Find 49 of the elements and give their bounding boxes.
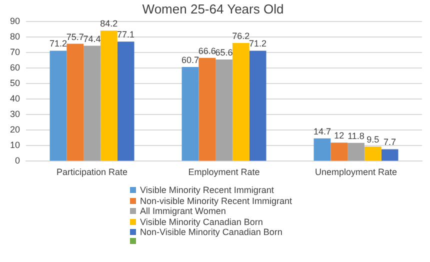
bar [232, 43, 250, 161]
bar [100, 30, 118, 161]
data-label: 60.7 [181, 55, 199, 66]
data-label: 84.2 [100, 18, 118, 29]
x-tick-label: Unemployment Rate [314, 167, 398, 178]
data-label: 65.6 [215, 47, 233, 58]
bar [381, 149, 398, 161]
x-tick-label: Participation Rate [56, 167, 128, 178]
data-label: 76.2 [232, 30, 250, 41]
y-tick-label: 50 [10, 78, 20, 88]
data-label: 14.7 [313, 126, 331, 136]
data-label: 77.1 [117, 30, 135, 40]
bar [182, 67, 199, 161]
bar [66, 44, 84, 161]
x-tick-label: Employment Rate [188, 167, 260, 178]
data-label: 11.8 [348, 130, 364, 141]
data-label: 71.2 [49, 38, 67, 49]
bar [117, 42, 134, 161]
data-label: 7.7 [384, 137, 396, 148]
bar [216, 59, 232, 161]
y-tick-label: 10 [10, 140, 20, 150]
legend-label: Visible Minority Recent Immigrant [140, 185, 274, 196]
data-label: 75.7 [66, 32, 84, 42]
legend-label: All Immigrant Women [140, 206, 226, 216]
data-label: 66.6 [198, 46, 216, 56]
data-label: 74.4 [83, 34, 101, 44]
bar [249, 50, 266, 161]
y-tick-label: 0 [14, 156, 20, 166]
data-label: 71.2 [249, 38, 267, 49]
y-tick-label: 30 [10, 109, 20, 120]
bar [314, 138, 331, 161]
y-tick-label: 80 [10, 32, 20, 42]
bar [84, 46, 100, 161]
bar [50, 50, 67, 161]
y-tick-label: 60 [10, 62, 20, 73]
y-tick-label: 90 [10, 16, 20, 26]
y-tick-label: 70 [10, 47, 20, 58]
y-tick-label: 20 [10, 124, 20, 135]
legend-label: Non-Visible Minority Canadian Born [140, 227, 282, 238]
chart-title: Women 25-64 Years Old [142, 1, 284, 16]
bar [348, 142, 364, 161]
data-label: 12 [334, 130, 344, 141]
data-label: 9.5 [366, 134, 380, 144]
legend-label: Non-visible Minority Recent Immigrant [140, 196, 292, 206]
bar [330, 142, 348, 161]
y-tick-label: 40 [10, 94, 20, 104]
bar [198, 58, 216, 161]
legend-label: Visible Minority Canadian Born [140, 216, 263, 227]
bar [364, 146, 382, 161]
